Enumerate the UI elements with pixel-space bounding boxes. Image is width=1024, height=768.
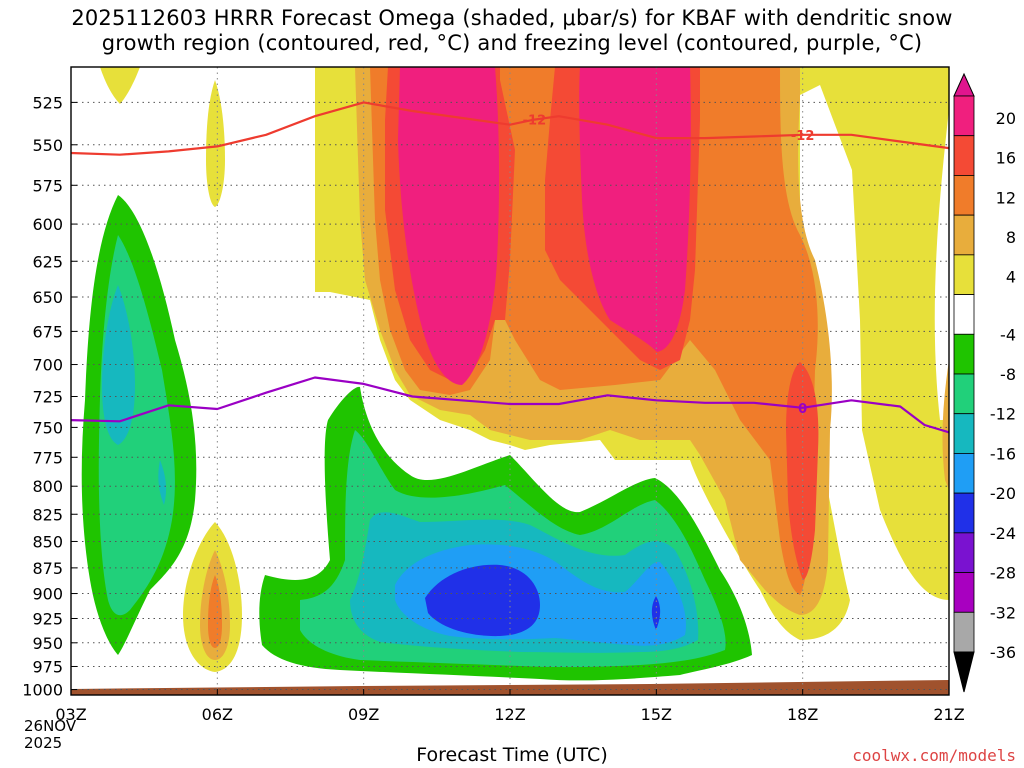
y-tick-label: 575	[32, 176, 63, 195]
omega-band-20	[398, 67, 500, 385]
x-axis-ticks: 03Z 06Z 09Z 12Z 15Z 18Z 21Z	[55, 689, 965, 724]
y-tick-label: 775	[32, 448, 63, 467]
colorbar-label: -32	[990, 603, 1016, 622]
colorbar-label: 16	[996, 149, 1016, 168]
colorbar-swatch	[953, 135, 975, 176]
colorbar-swatch	[953, 175, 975, 216]
y-tick-label: 900	[32, 585, 63, 604]
omega-blob-06z-core	[208, 575, 222, 648]
colorbar-swatch	[953, 453, 975, 494]
y-tick-label: 550	[32, 136, 63, 155]
omega-blob-right-edge	[942, 360, 949, 490]
date-year: 2025	[24, 734, 63, 752]
y-tick-label: 1000	[22, 681, 63, 700]
omega-left-cyan	[102, 285, 135, 445]
colorbar-swatch	[953, 413, 975, 454]
colorbar-bottom-arrow	[953, 651, 975, 693]
y-tick-label: 950	[32, 634, 63, 653]
colorbar-label: -20	[990, 484, 1016, 503]
contours: -12 -12 0	[70, 101, 950, 434]
colorbar-swatch	[953, 294, 975, 335]
y-tick-label: 850	[32, 532, 63, 551]
colorbar-swatch	[953, 95, 975, 137]
y-tick-label: 800	[32, 477, 63, 496]
omega-blob-06z-upper	[206, 80, 225, 207]
x-tick-label: 15Z	[641, 705, 672, 724]
y-tick-label: 725	[32, 388, 63, 407]
omega-field	[81, 67, 949, 681]
y-tick-label: 700	[32, 356, 63, 375]
chart-title: 2025112603 HRRR Forecast Omega (shaded, …	[0, 6, 1024, 56]
y-tick-label: 825	[32, 505, 63, 524]
title-line-1: 2025112603 HRRR Forecast Omega (shaded, …	[71, 6, 953, 30]
omega-left-cyan2	[158, 460, 167, 505]
y-tick-label: 925	[32, 610, 63, 629]
dgz-contour-label: -12	[523, 114, 547, 129]
x-tick-label: 18Z	[787, 705, 818, 724]
y-tick-label: 600	[32, 215, 63, 234]
colorbar-label: 8	[1006, 228, 1016, 247]
grid-lines	[71, 67, 949, 695]
source-credit: coolwx.com/models	[852, 746, 1016, 765]
x-tick-label: 09Z	[348, 705, 379, 724]
y-axis-ticks: 525 550 575 600 625 650 675 700 725 750 775 800 825 8…	[22, 93, 77, 700]
colorbar-swatch	[953, 214, 975, 256]
colorbar-label: -12	[990, 405, 1016, 424]
y-tick-label: 975	[32, 657, 63, 676]
y-tick-label: 625	[32, 252, 63, 271]
colorbar-swatch	[953, 492, 975, 534]
colorbar-label: -36	[990, 643, 1016, 662]
omega-blob-top-left	[100, 67, 140, 104]
colorbar-label: -4	[1000, 325, 1016, 344]
colorbar-swatch	[953, 572, 975, 613]
y-tick-label: 525	[32, 93, 63, 112]
colorbar-label: 12	[996, 188, 1016, 207]
y-tick-label: 750	[32, 418, 63, 437]
colorbar-label: -8	[1000, 365, 1016, 384]
colorbar-top-arrow	[953, 72, 975, 97]
dgz-contour-label: -12	[791, 129, 815, 144]
x-tick-label: 21Z	[933, 705, 964, 724]
freezing-contour-label: 0	[798, 402, 807, 417]
y-tick-label: 675	[32, 322, 63, 341]
x-axis-title: Forecast Time (UTC)	[416, 744, 608, 766]
x-tick-label: 03Z	[55, 705, 86, 724]
date-label: 26NOV 2025	[24, 718, 76, 752]
freezing-contour	[70, 376, 950, 434]
ground-surface	[71, 680, 949, 695]
colorbar-label: -16	[990, 444, 1016, 463]
y-tick-label: 875	[32, 559, 63, 578]
colorbar-swatch	[953, 254, 975, 295]
x-tick-label: 06Z	[202, 705, 233, 724]
omega-band-16c	[786, 362, 819, 580]
colorbar-label: 20	[996, 109, 1016, 128]
colorbar-swatch	[953, 373, 975, 415]
title-line-2: growth region (contoured, red, °C) and f…	[101, 31, 923, 55]
colorbar-label: 4	[1006, 268, 1016, 287]
colorbar-label: -24	[990, 524, 1016, 543]
colorbar-swatch	[953, 532, 975, 573]
colorbar: 20 16 12 8 4 -4 -8 -12 -16 -20 -24 -28 -32 -36	[953, 72, 1016, 693]
dgz-contour	[70, 101, 950, 156]
x-tick-label: 12Z	[494, 705, 525, 724]
colorbar-swatch	[953, 611, 975, 653]
date-day: 26NOV	[24, 717, 77, 735]
colorbar-swatch	[953, 333, 975, 375]
colorbar-label: -28	[990, 564, 1016, 583]
y-tick-label: 650	[32, 288, 63, 307]
